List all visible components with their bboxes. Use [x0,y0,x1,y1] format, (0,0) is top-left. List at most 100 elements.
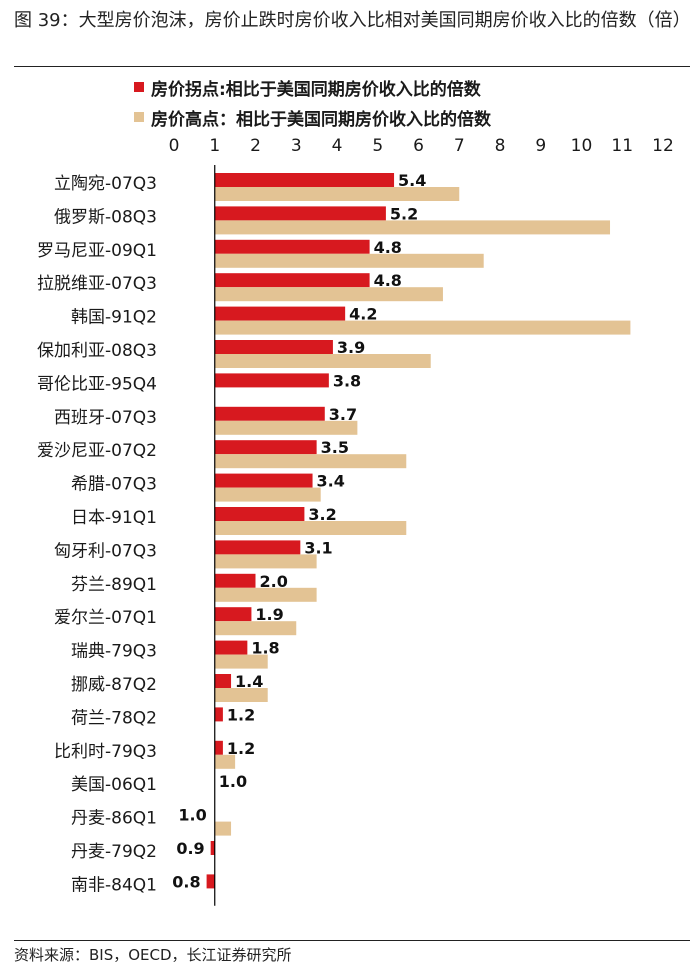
category-label: 挪威-87Q2 [71,675,157,695]
bar-high [214,654,268,669]
category-label: 西班牙-07Q3 [54,408,157,428]
category-label: 拉脱维亚-07Q3 [37,274,157,294]
category-label: 丹麦-79Q2 [71,842,157,862]
bar-high [214,621,297,636]
bar-peak-turn [214,206,386,221]
data-label: 3.7 [329,405,357,424]
legend-swatch-high [134,112,144,122]
category-label: 爱沙尼亚-07Q2 [37,441,157,461]
x-tick-label: 0 [169,136,180,156]
bar-peak-turn [214,674,232,688]
data-label: 3.8 [333,371,361,390]
category-label: 罗马尼亚-09Q1 [37,241,157,261]
bar-high [214,521,407,535]
legend-label-high: 房价高点：相比于美国同期房价收入比的倍数 [151,109,491,130]
bar-peak-turn [214,640,248,655]
category-label: 韩国-91Q2 [71,308,157,328]
legend: 房价拐点:相比于美国同期房价收入比的倍数 房价高点：相比于美国同期房价收入比的倍… [134,72,491,132]
category-label: 瑞典-79Q3 [71,642,157,662]
data-label: 3.2 [308,505,336,524]
bar-peak-turn [214,607,252,622]
data-label: 1.2 [227,705,255,724]
bar-peak-turn [214,540,301,555]
x-tick-label: 3 [291,136,302,156]
x-tick-label: 2 [250,136,261,156]
x-tick-label: 6 [413,136,424,156]
bar-high [214,554,317,569]
bar-peak-turn [214,373,329,388]
category-label: 丹麦-86Q1 [71,809,157,829]
data-label: 1.2 [227,739,255,758]
data-label: 3.4 [317,472,345,491]
bar-peak-turn [206,874,215,889]
category-label: 荷兰-78Q2 [71,708,157,728]
category-label: 哥伦比亚-95Q4 [37,374,157,394]
data-label: 1.4 [235,672,263,691]
data-label: 0.9 [176,839,204,858]
category-label: 比利时-79Q3 [54,742,157,762]
bar-high [214,187,460,201]
bar-peak-turn [214,707,223,722]
data-label: 3.5 [321,438,349,457]
bar-high [214,354,431,368]
bar-high [214,754,236,769]
data-label: 5.2 [390,204,418,223]
bar-peak-turn [214,440,317,455]
data-label: 1.8 [251,639,279,658]
bar-high [214,821,232,836]
data-label: 3.1 [304,538,332,557]
data-label: 4.8 [374,271,402,290]
data-label: 5.4 [398,171,426,190]
title-divider [14,66,690,67]
figure-title: 图 39：大型房价泡沫，房价止跌时房价收入比相对美国同期房价收入比的倍数（倍） [14,10,691,31]
bar-high [214,587,317,602]
bar-peak-turn [214,740,223,755]
x-tick-label: 12 [652,136,674,156]
x-tick-label: 11 [611,136,633,156]
bar-peak-turn [214,473,313,488]
bar-peak-turn [214,273,370,288]
bar-high [214,220,611,235]
category-label: 俄罗斯-08Q3 [54,207,157,227]
bar-high [214,420,358,435]
source-divider [14,940,690,941]
x-tick-label: 7 [454,136,465,156]
x-tick-label: 4 [332,136,343,156]
bar-high [214,454,407,469]
category-label: 立陶宛-07Q3 [54,174,157,194]
bar-peak-turn [214,406,325,421]
bar-high [214,320,631,335]
x-tick-label: 9 [535,136,546,156]
category-label: 爱尔兰-07Q1 [54,608,157,628]
category-label: 南非-84Q1 [71,875,157,895]
x-tick-label: 8 [495,136,506,156]
bar-high [214,287,443,302]
legend-item-peak-turn: 房价拐点:相比于美国同期房价收入比的倍数 [134,72,491,102]
category-label: 匈牙利-07Q3 [54,541,157,561]
category-label: 美国-06Q1 [71,775,157,795]
bar-peak-turn [214,306,346,321]
bar-peak-turn [214,573,256,588]
category-label: 希腊-07Q3 [71,475,157,495]
category-label: 芬兰-89Q1 [71,575,157,595]
bar-peak-turn [214,507,305,521]
bar-peak-turn [214,340,333,354]
data-label: 3.9 [337,338,365,357]
x-tick-label: 10 [571,136,593,156]
data-label: 4.2 [349,305,377,324]
data-label: 1.0 [178,806,206,825]
legend-label-peak-turn: 房价拐点:相比于美国同期房价收入比的倍数 [151,79,481,100]
bar-peak-turn [214,239,370,254]
data-label: 0.8 [172,872,200,891]
data-label: 2.0 [260,572,288,591]
category-label: 保加利亚-08Q3 [37,341,157,361]
bar-high [214,688,268,702]
source-note: 资料来源：BIS，OECD，长江证券研究所 [14,946,292,964]
data-label: 4.8 [374,238,402,257]
category-label: 日本-91Q1 [71,508,157,528]
bar-high [214,487,321,502]
x-tick-label: 5 [372,136,383,156]
legend-swatch-peak-turn [134,82,144,92]
bar-high [214,253,484,268]
